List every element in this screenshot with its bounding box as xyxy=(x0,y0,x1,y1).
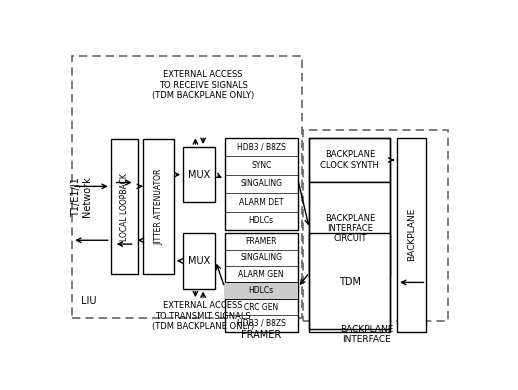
Text: FRAMER: FRAMER xyxy=(241,330,281,340)
Text: HDLCs: HDLCs xyxy=(249,216,274,225)
Bar xyxy=(225,233,298,332)
Text: HDLCs: HDLCs xyxy=(249,286,274,295)
Text: SINGALING: SINGALING xyxy=(240,253,282,262)
Bar xyxy=(111,139,138,274)
Bar xyxy=(397,138,426,332)
Bar xyxy=(183,147,215,202)
Text: ALARM DET: ALARM DET xyxy=(239,198,283,207)
Text: BACKPLANE
CLOCK SYNTH: BACKPLANE CLOCK SYNTH xyxy=(320,150,379,170)
Text: HDB3 / B8ZS: HDB3 / B8ZS xyxy=(237,319,286,328)
Bar xyxy=(225,138,298,230)
Text: EXTERNAL ACCESS
TO RECEIVE SIGNALS
(TDM BACKPLANE ONLY): EXTERNAL ACCESS TO RECEIVE SIGNALS (TDM … xyxy=(152,71,254,100)
Text: JITTER ATTENUATOR: JITTER ATTENUATOR xyxy=(154,168,163,245)
Text: CRC GEN: CRC GEN xyxy=(244,303,278,312)
Text: ALARM GEN: ALARM GEN xyxy=(238,270,284,279)
Text: LOCAL LOOPBACK: LOCAL LOOPBACK xyxy=(120,173,128,241)
Bar xyxy=(303,130,448,321)
Text: LIU: LIU xyxy=(81,296,97,306)
Text: SYNC: SYNC xyxy=(251,161,271,170)
Bar xyxy=(309,233,390,332)
Bar xyxy=(143,139,174,274)
Text: MUX: MUX xyxy=(188,170,210,180)
Text: MUX: MUX xyxy=(188,256,210,266)
Text: EXTERNAL ACCESS
TO TRANSMIT SIGNALS
(TDM BACKPLANE ONLY): EXTERNAL ACCESS TO TRANSMIT SIGNALS (TDM… xyxy=(152,301,254,331)
Text: BACKPLANE
INTERFACE: BACKPLANE INTERFACE xyxy=(340,325,393,344)
Text: T1/E1/J1
Network: T1/E1/J1 Network xyxy=(70,177,92,217)
Bar xyxy=(309,182,390,275)
Text: HDB3 / B8ZS: HDB3 / B8ZS xyxy=(237,142,286,151)
Text: TDM: TDM xyxy=(339,277,361,287)
Bar xyxy=(309,138,390,182)
Bar xyxy=(72,56,301,318)
Bar xyxy=(309,138,390,329)
Bar xyxy=(183,233,215,289)
Text: SINGALING: SINGALING xyxy=(240,179,282,188)
Text: BACKPLANE: BACKPLANE xyxy=(407,208,416,261)
Text: BACKPLANE
INTERFACE
CIRCUIT: BACKPLANE INTERFACE CIRCUIT xyxy=(325,214,375,243)
Bar xyxy=(225,282,298,299)
Text: FRAMER: FRAMER xyxy=(246,237,277,246)
